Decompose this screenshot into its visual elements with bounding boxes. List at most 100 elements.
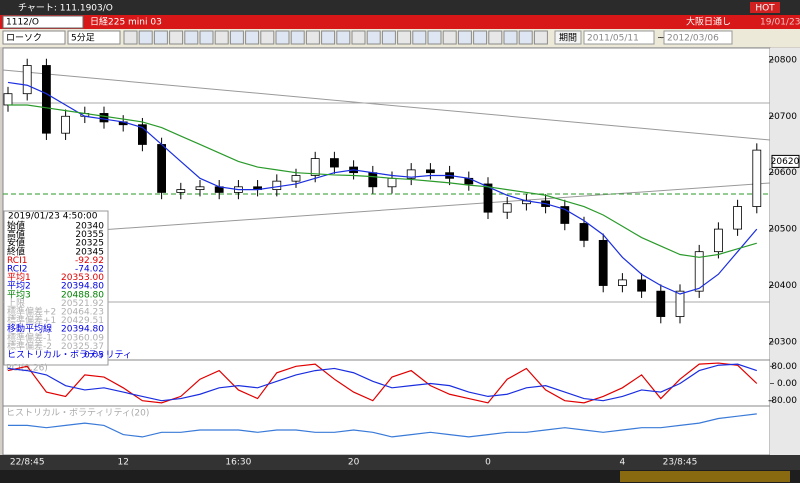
info-label: 標準偏差+1 bbox=[7, 314, 56, 326]
candle-body bbox=[3, 93, 13, 106]
toolbar-icon[interactable] bbox=[442, 30, 457, 45]
x-tick-label: 4 bbox=[620, 458, 626, 468]
candle-body bbox=[618, 279, 627, 286]
candle-body bbox=[579, 223, 589, 241]
toolbar-icon[interactable] bbox=[169, 30, 184, 45]
scroll-thumb[interactable] bbox=[620, 471, 790, 482]
toolbar-icon[interactable] bbox=[381, 30, 396, 45]
symbol-name: 日経225 mini 03 bbox=[90, 16, 162, 28]
hot-label[interactable]: HOT bbox=[755, 4, 775, 14]
period-label[interactable]: 期間 bbox=[559, 33, 577, 44]
candle-body bbox=[425, 169, 435, 174]
toolbar-icon[interactable] bbox=[199, 30, 214, 45]
toolbar-icon[interactable] bbox=[397, 30, 412, 45]
toolbar-icon[interactable] bbox=[533, 30, 548, 45]
info-panel bbox=[3, 210, 109, 366]
info-label: 標準偏差+2 bbox=[7, 306, 56, 318]
toolbar-icon[interactable] bbox=[488, 30, 503, 45]
info-label: 移動平均線 bbox=[7, 323, 52, 335]
candle-body bbox=[22, 65, 32, 95]
info-label: 平均1 bbox=[7, 271, 31, 283]
info-value: 20360.09 bbox=[61, 333, 104, 343]
y-tick-label: 20300 bbox=[768, 337, 797, 347]
period-separator: ~ bbox=[657, 34, 665, 44]
date: 19/01/23 bbox=[760, 18, 800, 28]
candle-body bbox=[656, 290, 666, 317]
toolbar-icon[interactable] bbox=[290, 30, 305, 45]
window-title: チャート: 111.1903/O bbox=[18, 3, 113, 14]
info-value: 20325 bbox=[75, 239, 104, 249]
y-tick-label: 20700 bbox=[768, 112, 797, 122]
toolbar-icon[interactable] bbox=[305, 30, 320, 45]
interval-dropdown[interactable] bbox=[67, 30, 121, 45]
trend-line bbox=[99, 182, 771, 231]
candle-body bbox=[329, 158, 339, 168]
toolbar-icon[interactable] bbox=[412, 30, 427, 45]
toolbar-icon[interactable] bbox=[457, 30, 472, 45]
toolbar-icon[interactable] bbox=[275, 30, 290, 45]
last-price-label: 20620 bbox=[771, 157, 800, 167]
info-value: 20353.00 bbox=[61, 273, 104, 283]
candle-body bbox=[176, 189, 186, 193]
y-tick-label: -80.00 bbox=[768, 396, 797, 406]
x-tick-label: 22/8:45 bbox=[10, 458, 45, 468]
candle-body bbox=[137, 124, 147, 145]
toolbar-icon[interactable] bbox=[473, 30, 488, 45]
x-tick-label: 20 bbox=[348, 458, 360, 468]
start-date-field[interactable] bbox=[583, 30, 655, 45]
y-tick-label: 0.00 bbox=[777, 379, 797, 389]
indicator-line bbox=[8, 413, 757, 438]
candle-body bbox=[99, 113, 109, 123]
toolbar-icon[interactable] bbox=[229, 30, 244, 45]
interval[interactable]: 5分足 bbox=[71, 33, 95, 44]
info-value: -74.02 bbox=[75, 265, 104, 275]
x-tick-label: 16:30 bbox=[225, 458, 251, 468]
info-label: RCI2 bbox=[7, 265, 27, 275]
toolbar-icon[interactable] bbox=[321, 30, 336, 45]
chart-type[interactable]: ローソク bbox=[6, 33, 42, 44]
info-label: 標準偏差-2 bbox=[7, 340, 52, 352]
toolbar-icon[interactable] bbox=[336, 30, 351, 45]
info-label: 平均3 bbox=[7, 288, 31, 300]
y-tick-label: 20500 bbox=[768, 225, 797, 235]
info-label: 安値 bbox=[7, 237, 25, 249]
code-dropdown[interactable] bbox=[2, 15, 84, 29]
scrollbar[interactable] bbox=[0, 470, 800, 483]
toolbar-icon[interactable] bbox=[518, 30, 533, 45]
info-value: 20464.23 bbox=[61, 308, 104, 318]
info-value: 20345 bbox=[75, 247, 104, 257]
indicator-line bbox=[7, 81, 758, 295]
toolbar-icon[interactable] bbox=[427, 30, 442, 45]
toolbar-icon[interactable] bbox=[184, 30, 199, 45]
price-axis bbox=[770, 48, 800, 455]
toolbar-icon[interactable] bbox=[503, 30, 518, 45]
toolbar-icon[interactable] bbox=[366, 30, 381, 45]
info-value: 20429.51 bbox=[61, 316, 104, 326]
toolbar-icon[interactable] bbox=[123, 30, 138, 45]
toolbar-icon[interactable] bbox=[245, 30, 260, 45]
toolbar-icon[interactable] bbox=[138, 30, 153, 45]
toolbar-icon[interactable] bbox=[153, 30, 168, 45]
end-date[interactable]: 2012/03/06 bbox=[667, 34, 719, 44]
candle-body bbox=[406, 169, 416, 179]
start-date[interactable]: 2011/05/11 bbox=[587, 34, 639, 44]
chart-type-dropdown[interactable] bbox=[2, 30, 66, 45]
info-value: 20355 bbox=[75, 230, 104, 240]
period-button[interactable] bbox=[554, 30, 582, 45]
hot-button[interactable] bbox=[750, 2, 780, 13]
info-label: 平均2 bbox=[7, 280, 31, 292]
end-date-field[interactable] bbox=[663, 30, 733, 45]
info-label: 高値 bbox=[7, 228, 25, 240]
toolbar-icon[interactable] bbox=[351, 30, 366, 45]
candle-body bbox=[483, 183, 493, 213]
candle-body bbox=[157, 144, 167, 193]
info-value: 20340 bbox=[75, 222, 104, 232]
toolbar-icon[interactable] bbox=[260, 30, 275, 45]
candle-body bbox=[502, 203, 512, 213]
candle-body bbox=[675, 290, 685, 317]
candle-body bbox=[61, 115, 70, 134]
toolbar-icon[interactable] bbox=[214, 30, 229, 45]
symbol-code[interactable]: 1112/O bbox=[6, 18, 39, 28]
candle-body bbox=[560, 206, 570, 224]
